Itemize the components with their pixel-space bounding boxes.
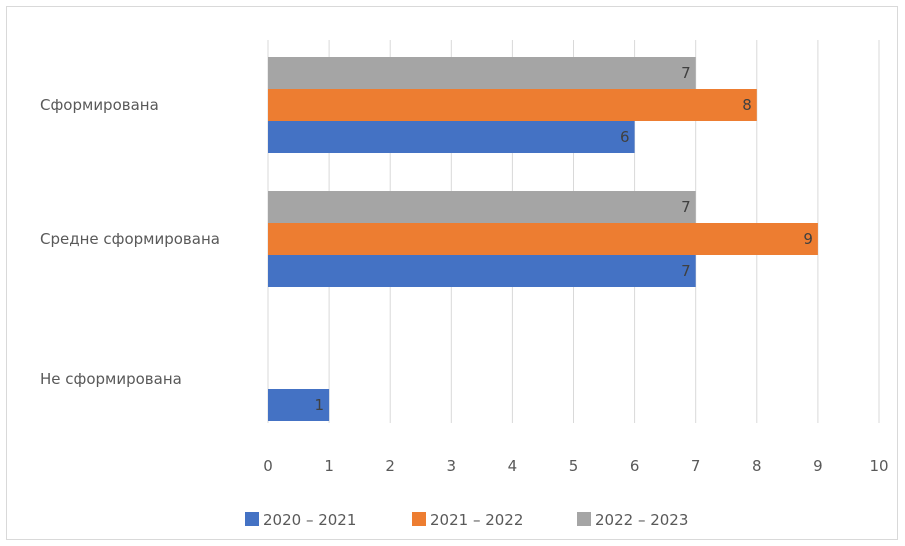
x-tick-label: 9: [813, 457, 823, 475]
x-tick-label: 7: [691, 457, 701, 475]
bar-1-2: [268, 255, 696, 287]
data-label: 6: [620, 128, 630, 146]
x-tick-label: 4: [508, 457, 518, 475]
x-tick-label: 2: [385, 457, 395, 475]
legend-swatch: [412, 512, 426, 526]
x-tick-label: 5: [569, 457, 579, 475]
x-tick-label: 6: [630, 457, 640, 475]
legend-label: 2022 – 2023: [595, 511, 688, 529]
bar-2-1: [268, 89, 757, 121]
data-label: 9: [803, 230, 813, 248]
category-label: Не сформирована: [40, 370, 182, 388]
data-label: 7: [681, 262, 691, 280]
data-label: 8: [742, 96, 752, 114]
data-label: 1: [315, 396, 325, 414]
legend: 2020 – 2021 2021 – 2022 2022 – 2023: [245, 511, 688, 529]
data-label: 7: [681, 64, 691, 82]
data-label: 7: [681, 198, 691, 216]
bar-1-3: [268, 389, 330, 421]
legend-swatch: [245, 512, 259, 526]
x-tick-labels: 0 1 2 3 4 5 6 7 8 9 10: [263, 457, 888, 475]
category-label: Средне сформирована: [40, 230, 220, 248]
x-tick-label: 8: [752, 457, 762, 475]
bar-2-2: [268, 223, 818, 255]
category-labels: Сформирована Средне сформирована Не сформи…: [40, 96, 220, 388]
bars: 6 8 7 7 9 7 1: [268, 57, 818, 421]
x-tick-label: 3: [447, 457, 457, 475]
bar-3-1: [268, 57, 696, 89]
legend-label: 2020 – 2021: [263, 511, 356, 529]
x-tick-label: 1: [324, 457, 334, 475]
bar-3-2: [268, 191, 696, 223]
x-tick-label: 0: [263, 457, 273, 475]
legend-swatch: [577, 512, 591, 526]
legend-label: 2021 – 2022: [430, 511, 523, 529]
bar-1-1: [268, 121, 635, 153]
category-label: Сформирована: [40, 96, 159, 114]
x-tick-label: 10: [869, 457, 888, 475]
